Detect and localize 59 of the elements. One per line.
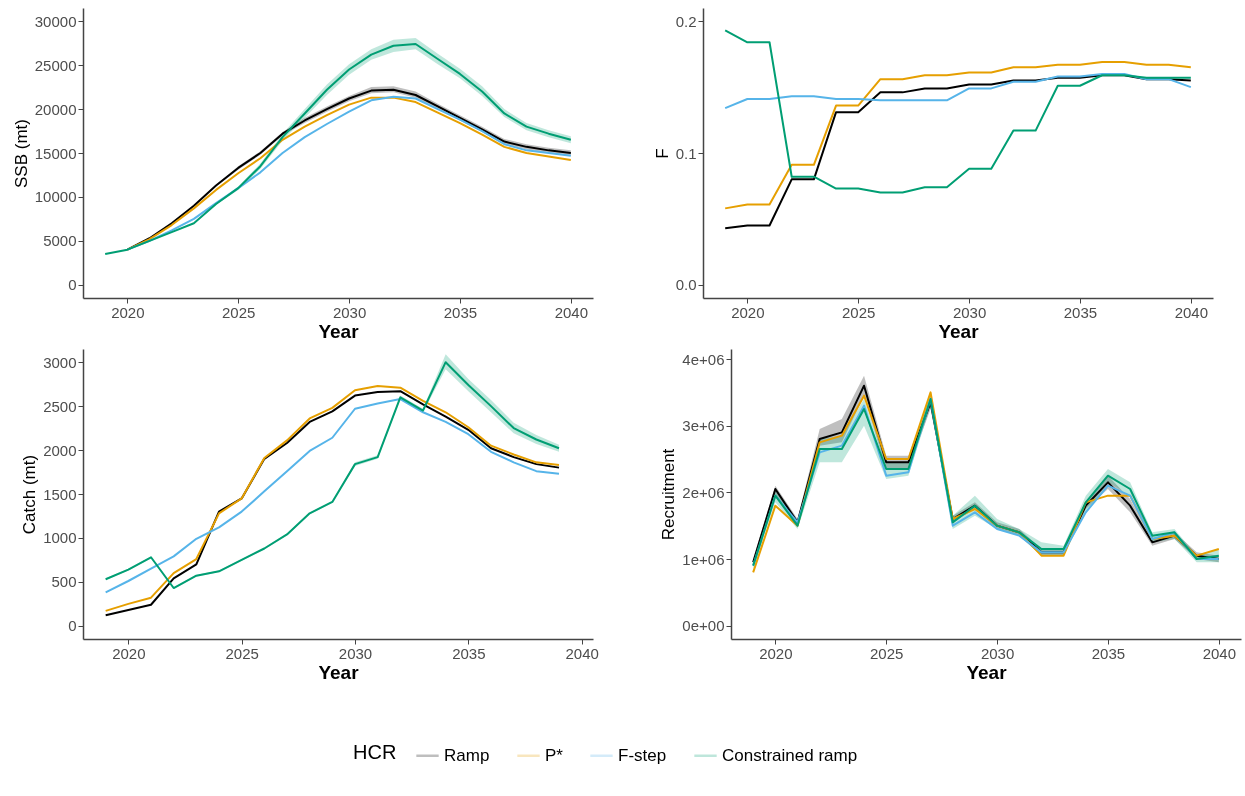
y-axis-title: SSB (mt): [11, 119, 31, 188]
y-tick-label: 0.0: [675, 276, 697, 294]
x-tick-label: 2040: [565, 644, 599, 662]
line-series: [724, 61, 1192, 210]
y-tick-label: 30000: [34, 12, 77, 30]
x-tick-label: 2020: [759, 644, 793, 662]
x-tick-label: 2040: [1202, 644, 1237, 662]
y-tick-label: 500: [51, 573, 77, 591]
y-tick-label: 15000: [34, 144, 77, 162]
y-tick-label: 5000: [43, 232, 77, 250]
x-tick-label: 2020: [112, 644, 146, 662]
x-tick-label: 2030: [952, 303, 987, 321]
line-series: [724, 74, 1192, 230]
line-series: [724, 72, 1192, 110]
legend-label: F-step: [618, 745, 667, 765]
y-tick-label: 2000: [43, 441, 77, 459]
y-tick-label: 0.1: [675, 144, 697, 162]
y-tick-label: 2e+06: [682, 483, 725, 501]
x-axis-title: Year: [938, 320, 980, 342]
x-tick-label: 2025: [870, 644, 904, 662]
legend-label: Ramp: [444, 745, 490, 765]
line-series: [724, 29, 1192, 194]
y-tick-label: 20000: [34, 100, 77, 118]
y-tick-label: 0: [68, 617, 77, 635]
x-tick-label: 2025: [222, 303, 256, 321]
x-tick-label: 2040: [1174, 303, 1209, 321]
y-tick-label: 1e+06: [682, 550, 725, 568]
x-tick-label: 2040: [554, 303, 589, 321]
x-tick-label: 2025: [842, 303, 876, 321]
y-tick-label: 0.2: [675, 12, 697, 30]
x-tick-label: 2035: [1063, 303, 1098, 321]
y-tick-label: 1000: [43, 529, 77, 547]
y-axis-title: F: [652, 148, 672, 159]
y-tick-label: 10000: [34, 188, 77, 206]
y-tick-label: 4e+06: [682, 350, 725, 368]
y-tick-label: 0: [68, 276, 77, 294]
y-tick-label: 3000: [43, 353, 77, 371]
y-tick-label: 2500: [43, 397, 77, 415]
y-tick-label: 1500: [43, 485, 77, 503]
x-tick-label: 2035: [1091, 644, 1126, 662]
y-tick-label: 3e+06: [682, 417, 725, 435]
x-tick-label: 2030: [980, 644, 1015, 662]
y-axis-title: Recruitment: [659, 448, 679, 541]
x-axis-title: Year: [318, 661, 360, 683]
y-tick-label: 0e+00: [682, 617, 725, 635]
x-tick-label: 2020: [731, 303, 765, 321]
x-axis-title: Year: [966, 661, 1008, 683]
y-tick-label: 25000: [34, 56, 77, 74]
legend-label: P*: [545, 745, 564, 765]
x-tick-label: 2025: [225, 644, 259, 662]
x-tick-label: 2030: [332, 303, 367, 321]
x-tick-label: 2035: [443, 303, 478, 321]
x-axis-title: Year: [318, 320, 360, 342]
y-axis-title: Catch (mt): [20, 454, 40, 535]
x-tick-label: 2020: [111, 303, 145, 321]
legend-label: Constrained ramp: [722, 745, 858, 765]
x-tick-label: 2030: [338, 644, 373, 662]
legend-title: HCR: [353, 741, 397, 763]
x-tick-label: 2035: [452, 644, 486, 662]
